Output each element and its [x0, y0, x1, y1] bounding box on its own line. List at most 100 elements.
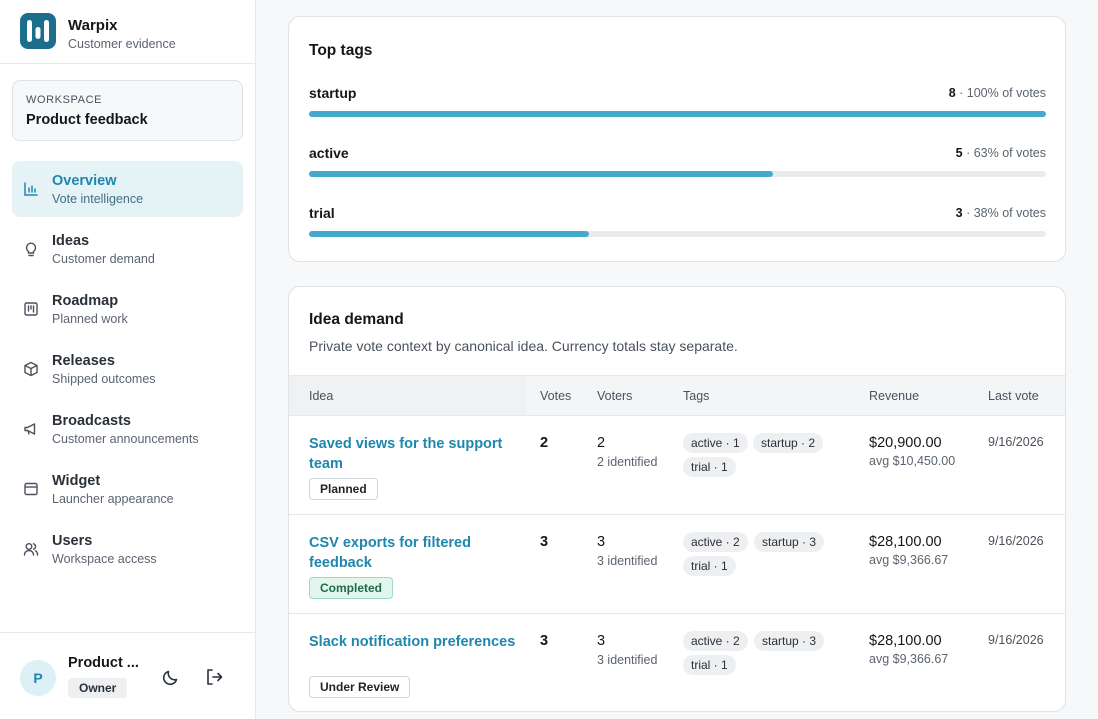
- table-row: CSV exports for filtered feedback Comple…: [289, 514, 1065, 613]
- nav-subtitle: Shipped outcomes: [52, 372, 156, 386]
- revenue-total: $20,900.00: [869, 435, 942, 451]
- card-subtitle: Private vote context by canonical idea. …: [309, 338, 738, 354]
- status-badge: Completed: [309, 577, 394, 599]
- tag-name: startup: [309, 85, 357, 101]
- revenue-average: avg $9,366.67: [869, 652, 949, 666]
- warpix-logo-icon: [20, 13, 56, 49]
- kanban-icon: [24, 302, 38, 316]
- progress-track: [309, 111, 1046, 117]
- tag-chip: startup · 3: [754, 532, 825, 552]
- moon-icon[interactable]: [160, 666, 182, 688]
- tag-stat: 5 · 63% of votes: [955, 146, 1046, 160]
- revenue-total: $28,100.00: [869, 534, 942, 550]
- last-vote-date: 9/16/2026: [988, 534, 1044, 548]
- last-vote-date: 9/16/2026: [988, 435, 1044, 449]
- avatar[interactable]: P: [20, 660, 56, 696]
- nav-title: Releases: [52, 353, 115, 369]
- workspace-name: Product feedback: [26, 112, 148, 128]
- voters-count: 3: [597, 534, 606, 550]
- nav-subtitle: Workspace access: [52, 552, 157, 566]
- tag-chip: trial · 1: [683, 457, 736, 477]
- voters-count: 2: [597, 435, 606, 451]
- tag-chip: trial · 1: [683, 655, 736, 675]
- tag-row-active: active 5 · 63% of votes: [309, 145, 1046, 185]
- nav-item-users[interactable]: Users Workspace access: [12, 521, 243, 577]
- nav-item-widget[interactable]: Widget Launcher appearance: [12, 461, 243, 517]
- progress-track: [309, 171, 1046, 177]
- tag-chip: trial · 1: [683, 556, 736, 576]
- table-row: Slack notification preferences Under Rev…: [289, 613, 1065, 712]
- nav-item-overview[interactable]: Overview Vote intelligence: [12, 161, 243, 217]
- nav-item-roadmap[interactable]: Roadmap Planned work: [12, 281, 243, 337]
- idea-link[interactable]: Saved views for the support team: [309, 436, 503, 472]
- progress-fill: [309, 231, 590, 237]
- column-header-revenue[interactable]: Revenue: [869, 389, 920, 403]
- column-header-voters[interactable]: Voters: [597, 389, 633, 403]
- progress-fill: [309, 111, 1046, 117]
- nav-item-broadcasts[interactable]: Broadcasts Customer announcements: [12, 401, 243, 457]
- card-title: Idea demand: [309, 311, 404, 328]
- tag-chip: startup · 2: [753, 433, 824, 453]
- idea-link[interactable]: Slack notification preferences: [309, 634, 516, 650]
- nav-title: Overview: [52, 173, 117, 189]
- voters-identified: 3 identified: [597, 653, 658, 667]
- voters-identified: 3 identified: [597, 554, 658, 568]
- table-header: Idea Votes Voters Tags Revenue Last vote: [289, 375, 1065, 415]
- user-menu: P Product ... Owner: [0, 632, 255, 719]
- workspace-label: WORKSPACE: [26, 94, 103, 106]
- package-icon: [24, 361, 38, 377]
- revenue-average: avg $10,450.00: [869, 454, 956, 468]
- nav-subtitle: Launcher appearance: [52, 492, 174, 506]
- votes-count: 3: [540, 534, 549, 550]
- nav-item-ideas[interactable]: Ideas Customer demand: [12, 221, 243, 277]
- idea-demand-card: Idea demand Private vote context by cano…: [288, 286, 1066, 712]
- column-header-last-vote[interactable]: Last vote: [988, 389, 1039, 403]
- tag-chip: active · 2: [683, 532, 748, 552]
- nav-title: Widget: [52, 473, 101, 489]
- workspace-switcher[interactable]: WORKSPACE Product feedback: [12, 80, 243, 141]
- lightbulb-icon: [25, 242, 37, 257]
- tag-chip: startup · 3: [754, 631, 825, 651]
- user-name: Product ...: [68, 655, 139, 671]
- tag-chip: active · 2: [683, 631, 748, 651]
- revenue-total: $28,100.00: [869, 633, 942, 649]
- sidebar: Warpix Customer evidence WORKSPACE Produ…: [0, 0, 256, 719]
- app-name: Warpix: [68, 17, 118, 34]
- nav-title: Ideas: [52, 233, 90, 249]
- voters-identified: 2 identified: [597, 455, 658, 469]
- nav-subtitle: Vote intelligence: [52, 192, 144, 206]
- nav-title: Broadcasts: [52, 413, 131, 429]
- table-row: Saved views for the support team Planned…: [289, 415, 1065, 514]
- votes-count: 2: [540, 435, 549, 451]
- megaphone-icon: [24, 423, 36, 435]
- tag-row-startup: startup 8 · 100% of votes: [309, 85, 1046, 125]
- column-header-tags[interactable]: Tags: [683, 389, 710, 403]
- voters-count: 3: [597, 633, 606, 649]
- top-tags-card: Top tags startup 8 · 100% of votes activ…: [288, 16, 1066, 262]
- tag-name: active: [309, 145, 349, 161]
- status-badge: Under Review: [309, 676, 411, 698]
- card-title: Top tags: [309, 42, 373, 59]
- status-badge: Planned: [309, 478, 378, 500]
- tag-row-trial: trial 3 · 38% of votes: [309, 205, 1046, 245]
- tag-chip: active · 1: [683, 433, 748, 453]
- votes-count: 3: [540, 633, 549, 649]
- brand-header: Warpix Customer evidence: [0, 0, 255, 64]
- column-header-votes[interactable]: Votes: [540, 389, 572, 403]
- column-header-idea[interactable]: Idea: [309, 389, 334, 403]
- tag-name: trial: [309, 205, 335, 221]
- tag-stat: 3 · 38% of votes: [955, 206, 1046, 220]
- nav-title: Roadmap: [52, 293, 119, 309]
- progress-track: [309, 231, 1046, 237]
- progress-fill: [309, 171, 774, 177]
- users-icon: [23, 543, 39, 556]
- window-icon: [24, 482, 38, 496]
- last-vote-date: 9/16/2026: [988, 633, 1044, 647]
- app-tagline: Customer evidence: [68, 37, 176, 51]
- chart-icon: [24, 182, 38, 196]
- logout-icon[interactable]: [203, 666, 225, 688]
- idea-link[interactable]: CSV exports for filtered feedback: [309, 535, 471, 571]
- nav-subtitle: Customer announcements: [52, 432, 199, 446]
- nav-item-releases[interactable]: Releases Shipped outcomes: [12, 341, 243, 397]
- tag-stat: 8 · 100% of votes: [948, 86, 1046, 100]
